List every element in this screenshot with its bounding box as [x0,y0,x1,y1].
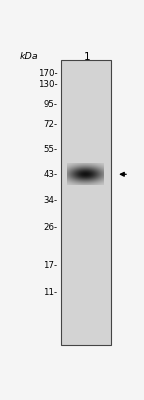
Text: 72-: 72- [43,120,58,129]
Bar [61,60,111,345]
Text: 26-: 26- [43,223,58,232]
Text: 11-: 11- [43,288,58,297]
Text: 170-: 170- [38,69,58,78]
Text: 95-: 95- [44,100,58,108]
Text: 17-: 17- [43,261,58,270]
Text: kDa: kDa [20,52,39,61]
Text: 1: 1 [83,52,90,62]
Text: 43-: 43- [43,170,58,179]
Text: 130-: 130- [38,80,58,89]
Text: 34-: 34- [43,196,58,205]
Text: 55-: 55- [43,144,58,154]
